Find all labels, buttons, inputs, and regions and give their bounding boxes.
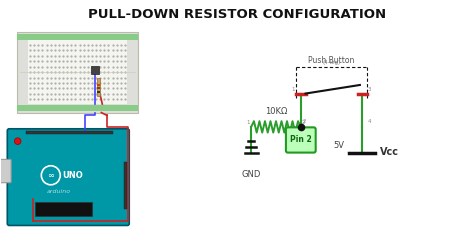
Bar <box>124 162 128 209</box>
Bar <box>97 78 100 96</box>
Bar <box>35 202 92 216</box>
Bar <box>97 84 100 86</box>
FancyBboxPatch shape <box>0 159 11 183</box>
Text: 2: 2 <box>302 120 305 124</box>
Text: PULL-DOWN RESISTOR CONFIGURATION: PULL-DOWN RESISTOR CONFIGURATION <box>88 8 386 21</box>
Circle shape <box>14 138 21 144</box>
Text: (4-leg): (4-leg) <box>322 55 341 65</box>
Text: Vcc: Vcc <box>380 147 399 157</box>
Text: ∞: ∞ <box>47 171 55 180</box>
Bar <box>97 91 100 93</box>
Bar <box>97 87 100 89</box>
Text: 10KΩ: 10KΩ <box>265 107 287 116</box>
Bar <box>27 40 128 104</box>
Text: Push Button: Push Button <box>308 57 355 65</box>
Text: 5V: 5V <box>333 141 344 150</box>
FancyBboxPatch shape <box>7 129 129 225</box>
Text: arduino: arduino <box>47 188 71 193</box>
Bar <box>17 34 138 40</box>
Text: Pin 2: Pin 2 <box>290 135 312 144</box>
Bar <box>91 66 99 73</box>
Text: 4: 4 <box>368 119 372 124</box>
FancyBboxPatch shape <box>286 127 316 153</box>
Text: 3: 3 <box>368 87 372 92</box>
Bar <box>17 105 138 111</box>
Bar <box>17 32 138 113</box>
Text: GND: GND <box>241 170 261 179</box>
Text: 2: 2 <box>303 119 306 124</box>
Text: UNO: UNO <box>63 171 83 180</box>
Text: 1: 1 <box>247 120 250 124</box>
Text: 1: 1 <box>292 87 295 92</box>
Bar <box>26 131 113 134</box>
